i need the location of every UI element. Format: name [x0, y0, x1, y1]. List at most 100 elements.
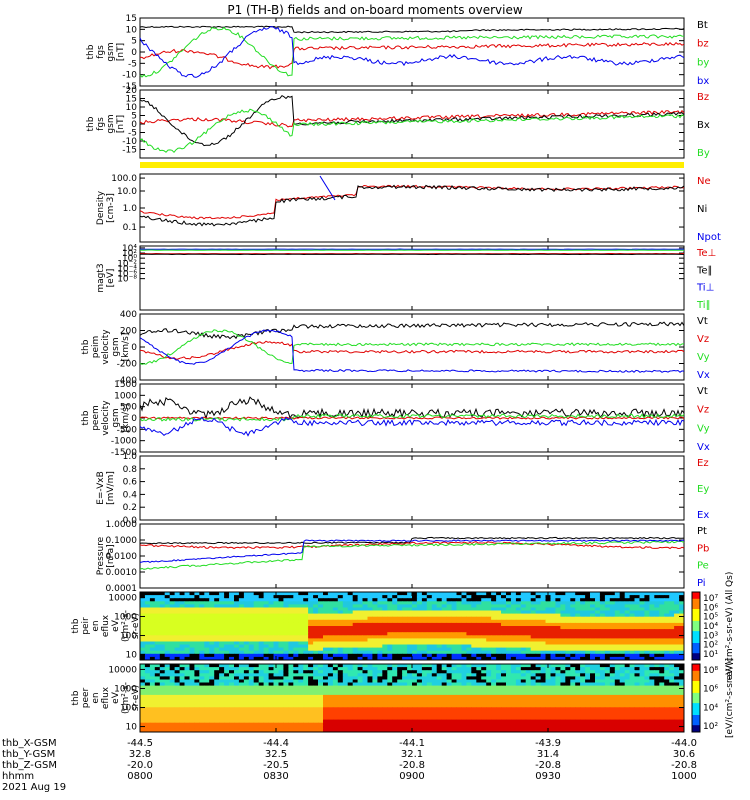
ylabel-line: fgs — [96, 45, 106, 59]
ytick-label: 100 — [120, 632, 137, 642]
x-axis-annotation: thb_X-GSM -44.5 -44.4 -44.1 -43.9 -44.0 thb_Y-… — [2, 738, 697, 793]
xrow-value: 32.8 — [129, 749, 151, 760]
ytick-label: 1.0 — [123, 452, 138, 462]
ytick-label: 0.1 — [123, 223, 137, 233]
panel-ispec: 10000 1000 100 10 thb peir en eflux eV (cm²-s-sr-… — [71, 591, 685, 661]
ytick-label: 5 — [131, 37, 137, 47]
legend-pt: Pt — [697, 526, 707, 537]
ylabel-line: thb — [86, 116, 96, 131]
xrow-value: 0830 — [263, 771, 288, 782]
panel-frame — [139, 245, 685, 311]
xrow-value: -44.1 — [399, 738, 425, 749]
plot-title: P1 (TH-B) fields and on-board moments ov… — [227, 3, 523, 17]
ylabel-line: eV — [111, 691, 121, 704]
ylabel-line: sr-eV) — [131, 685, 141, 711]
ylabel-line: sr-eV) — [131, 613, 141, 639]
ytick-label: 0.0001 — [106, 584, 138, 594]
series-pb — [139, 541, 685, 550]
xrow-value: -44.4 — [263, 738, 289, 749]
colorbar-tick: 10⁶ — [703, 685, 718, 695]
ytick-label: 1000 — [114, 612, 137, 622]
ytick-label: -15 — [122, 146, 137, 156]
xrow-value: -20.8 — [535, 760, 561, 771]
series-vx — [139, 329, 685, 373]
legend-ti⊥: Ti⊥ — [696, 283, 714, 294]
xrow-value: -20.0 — [127, 760, 153, 771]
ytick-label: 1.0 — [123, 204, 138, 214]
ylabel-line: peer — [81, 687, 91, 708]
ytick-label: 10⁰ — [122, 254, 137, 264]
ytick-label: 10 — [126, 103, 138, 113]
ylabel-line: velocity — [101, 329, 111, 365]
legend-te∥: Te∥ — [696, 265, 713, 276]
xrow-value: -44.5 — [127, 738, 153, 749]
ytick-label: -5 — [128, 59, 137, 69]
xrow-label: hhmm — [2, 771, 34, 782]
legend-bt: Bt — [697, 20, 708, 31]
flag-bar — [140, 162, 684, 168]
series-bx — [139, 26, 685, 78]
colorbar-frame — [691, 663, 701, 733]
ylabel-line: [cm-3] — [106, 193, 116, 223]
xrow-label: thb_Y-GSM — [2, 749, 55, 760]
ytick-label: 10 — [126, 723, 138, 733]
ytick-label: 0.4 — [123, 490, 138, 500]
ylabel-line: [km/s] — [121, 333, 131, 362]
series-pe — [139, 540, 685, 570]
series-by — [139, 26, 685, 78]
legend-ey: Ey — [697, 484, 709, 495]
xrow-value: 30.6 — [673, 749, 695, 760]
legend-ez: Ez — [697, 458, 709, 469]
ylabel-line: [nPa] — [106, 544, 116, 567]
colorbar-electron: 10⁸ 10⁶ 10⁴ 10² [eV/(cm²-s-sr-eV)] — [691, 658, 735, 738]
legend-pi: Pi — [697, 578, 706, 589]
colorbar-label: [eV/(cm²-s-sr-eV)] — [725, 658, 735, 738]
ytick-label: 10⁴ — [122, 244, 137, 254]
ylabel-line: en — [91, 620, 101, 631]
colorbar-tick: 10³ — [703, 631, 718, 641]
ytick-label: 20 — [126, 86, 138, 96]
ylabel-line: [mV/m] — [106, 471, 116, 505]
colorbar-tick: 10⁴ — [703, 703, 718, 713]
ylabel-line: fgs — [96, 117, 106, 131]
panel-frame — [139, 313, 685, 381]
ytick-label: 1.0000 — [106, 520, 138, 530]
legend-pb: Pb — [697, 543, 709, 554]
panel-frame — [139, 455, 685, 521]
colorbar-tick: 10⁴ — [703, 622, 718, 632]
ytick-label: 100.0 — [111, 174, 137, 184]
ylabel-line: thb — [81, 339, 91, 354]
ylabel-line: (cm²-s- — [121, 682, 131, 714]
legend-vy: Vy — [697, 352, 710, 363]
series-bz — [139, 41, 685, 70]
xrow-value: -20.8 — [399, 760, 425, 771]
series-vy — [139, 329, 685, 365]
ytick-label: -15 — [122, 82, 137, 92]
legend-ni: Ni — [697, 204, 707, 215]
series-vt — [139, 396, 685, 420]
xrow-value: 31.4 — [537, 749, 559, 760]
panel-ivel: 400 200 0 -200 -400 thb peim velocity gsm [km/s] V… — [81, 310, 710, 386]
ylabel-line: thb — [86, 44, 96, 59]
legend-ti∥: Ti∥ — [696, 300, 711, 311]
ylabel-line: velocity — [101, 400, 111, 436]
panel-efield: 1.0 0.8 0.6 0.4 0.2 0.0 E=-VxB [mV/m] Ez Ey Ex — [96, 452, 709, 526]
ytick-label: -10 — [122, 71, 137, 81]
series-pi — [139, 539, 685, 563]
ytick-label: 10² — [122, 249, 137, 259]
ytick-label: 1500 — [114, 380, 137, 390]
ytick-label: 0.2 — [123, 503, 137, 513]
legend-te⊥: Te⊥ — [696, 248, 716, 259]
ylabel-line: thb — [71, 618, 81, 633]
ytick-label: -1000 — [111, 437, 137, 447]
xrow-value: 0900 — [399, 771, 424, 782]
colorbar-tick: 10⁸ — [703, 666, 718, 676]
ytick-label: 1000 — [114, 391, 137, 401]
legend-bx: bx — [697, 76, 709, 87]
series-vt — [139, 321, 685, 340]
colorbar-tick: 10² — [703, 641, 718, 651]
series-ni — [139, 184, 685, 227]
